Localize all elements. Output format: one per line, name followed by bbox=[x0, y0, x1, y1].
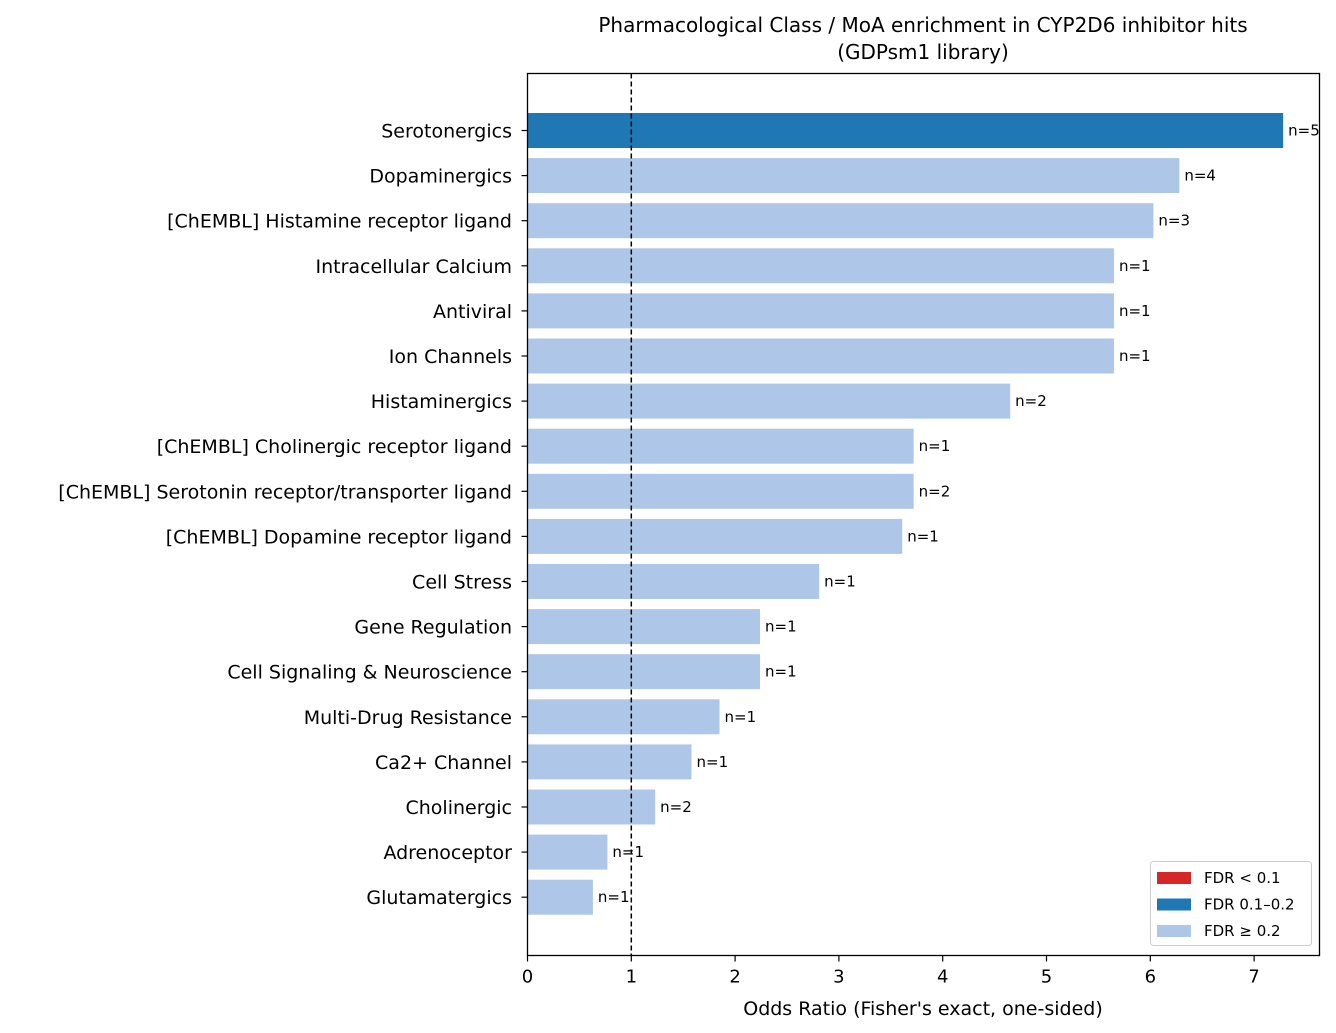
category-label-adrenoceptor: Adrenoceptor bbox=[383, 842, 512, 864]
bar-multi-drug-resistance bbox=[527, 699, 720, 735]
x-tick-label-0: 0 bbox=[522, 967, 533, 988]
category-label-chembl-dopamine-receptor-ligand: [ChEMBL] Dopamine receptor ligand bbox=[166, 526, 512, 548]
category-label-intracellular-calcium: Intracellular Calcium bbox=[315, 256, 512, 278]
x-tick-label-4: 4 bbox=[937, 967, 948, 988]
data-label-chembl-dopamine-receptor-ligand: n=1 bbox=[907, 527, 939, 545]
data-label-histaminergics: n=2 bbox=[1015, 392, 1047, 410]
bar-cell-signaling-neuroscience bbox=[527, 654, 761, 690]
data-label-multi-drug-resistance: n=1 bbox=[725, 708, 757, 726]
category-label-cell-signaling-neuroscience: Cell Signaling & Neuroscience bbox=[227, 662, 512, 684]
bar-adrenoceptor bbox=[527, 834, 608, 870]
chart-title: Pharmacological Class / MoA enrichment i… bbox=[598, 13, 1247, 37]
bar-chembl-dopamine-receptor-ligand bbox=[527, 518, 903, 554]
data-label-dopaminergics: n=4 bbox=[1184, 167, 1216, 185]
category-label-gene-regulation: Gene Regulation bbox=[354, 617, 512, 639]
data-label-intracellular-calcium: n=1 bbox=[1119, 257, 1151, 275]
data-label-chembl-histamine-receptor-ligand: n=3 bbox=[1158, 212, 1190, 230]
x-tick-label-7: 7 bbox=[1248, 967, 1259, 988]
bar-chembl-cholinergic-receptor-ligand bbox=[527, 428, 914, 464]
data-label-serotonergics: n=5 bbox=[1288, 122, 1320, 140]
bar-cholinergic bbox=[527, 789, 656, 825]
bar-intracellular-calcium bbox=[527, 248, 1114, 284]
category-label-histaminergics: Histaminergics bbox=[371, 391, 512, 413]
x-tick-label-6: 6 bbox=[1145, 967, 1156, 988]
category-label-multi-drug-resistance: Multi-Drug Resistance bbox=[304, 707, 512, 729]
data-label-gene-regulation: n=1 bbox=[765, 618, 797, 636]
x-axis-label: Odds Ratio (Fisher's exact, one-sided) bbox=[743, 998, 1103, 1020]
category-label-ion-channels: Ion Channels bbox=[389, 346, 512, 368]
data-label-glutamatergics: n=1 bbox=[598, 888, 630, 906]
x-tick-label-2: 2 bbox=[729, 967, 740, 988]
category-label-chembl-histamine-receptor-ligand: [ChEMBL] Histamine receptor ligand bbox=[167, 211, 512, 233]
plot-frame bbox=[526, 72, 1321, 957]
data-label-cell-signaling-neuroscience: n=1 bbox=[765, 663, 797, 681]
bar-ca2-channel bbox=[527, 744, 692, 780]
bar-glutamatergics bbox=[527, 879, 593, 915]
category-labels-group: n=5 Serotonergics n=4 Dopaminergics n=3 [ChEM… bbox=[58, 121, 1319, 910]
legend-label-fdr-0-1: FDR < 0.1 bbox=[1204, 869, 1281, 887]
data-label-cholinergic: n=2 bbox=[660, 798, 692, 816]
legend-swatch-fdr-0-2 bbox=[1157, 925, 1191, 937]
data-label-antiviral: n=1 bbox=[1119, 302, 1151, 320]
bars-group bbox=[527, 113, 1284, 915]
category-label-ca2-channel: Ca2+ Channel bbox=[375, 752, 512, 774]
bar-chembl-histamine-receptor-ligand bbox=[527, 203, 1154, 239]
bar-cell-stress bbox=[527, 564, 820, 599]
category-label-dopaminergics: Dopaminergics bbox=[369, 166, 512, 188]
chart-subtitle: (GDPsm1 library) bbox=[837, 40, 1009, 64]
bar-chembl-serotonin-receptor-transporter-ligand bbox=[527, 473, 914, 509]
category-label-cholinergic: Cholinergic bbox=[406, 797, 513, 819]
data-label-chembl-cholinergic-receptor-ligand: n=1 bbox=[919, 437, 951, 455]
data-label-adrenoceptor: n=1 bbox=[612, 843, 644, 861]
category-label-glutamatergics: Glutamatergics bbox=[366, 887, 512, 909]
bar-gene-regulation bbox=[527, 609, 761, 645]
legend-swatch-fdr-0-1 bbox=[1157, 872, 1191, 884]
bar-dopaminergics bbox=[527, 158, 1180, 194]
category-label-serotonergics: Serotonergics bbox=[381, 121, 512, 143]
legend-swatch-fdr-0-1-0-2 bbox=[1157, 898, 1191, 911]
category-label-chembl-serotonin-receptor-transporter-ligand: [ChEMBL] Serotonin receptor/transporter … bbox=[58, 481, 512, 503]
bar-antiviral bbox=[527, 293, 1114, 329]
data-label-ion-channels: n=1 bbox=[1119, 347, 1151, 365]
category-label-chembl-cholinergic-receptor-ligand: [ChEMBL] Cholinergic receptor ligand bbox=[157, 436, 512, 458]
x-tick-label-3: 3 bbox=[833, 967, 844, 988]
x-axis: 0 1 2 3 4 5 6 7 bbox=[522, 955, 1260, 988]
x-tick-label-1: 1 bbox=[626, 967, 637, 988]
legend: FDR < 0.1 FDR 0.1–0.2 FDR ≥ 0.2 bbox=[1150, 861, 1312, 946]
category-label-cell-stress: Cell Stress bbox=[412, 572, 512, 594]
bar-ion-channels bbox=[527, 338, 1114, 374]
category-label-antiviral: Antiviral bbox=[433, 301, 512, 323]
legend-label-fdr-0-1-0-2: FDR 0.1–0.2 bbox=[1204, 896, 1295, 914]
data-label-ca2-channel: n=1 bbox=[697, 753, 729, 771]
data-label-chembl-serotonin-receptor-transporter-ligand: n=2 bbox=[919, 482, 951, 500]
bar-histaminergics bbox=[527, 383, 1011, 419]
bar-serotonergics bbox=[527, 113, 1284, 148]
data-label-cell-stress: n=1 bbox=[824, 573, 856, 591]
x-tick-label-5: 5 bbox=[1041, 967, 1052, 988]
legend-label-fdr-0-2: FDR ≥ 0.2 bbox=[1204, 922, 1281, 940]
